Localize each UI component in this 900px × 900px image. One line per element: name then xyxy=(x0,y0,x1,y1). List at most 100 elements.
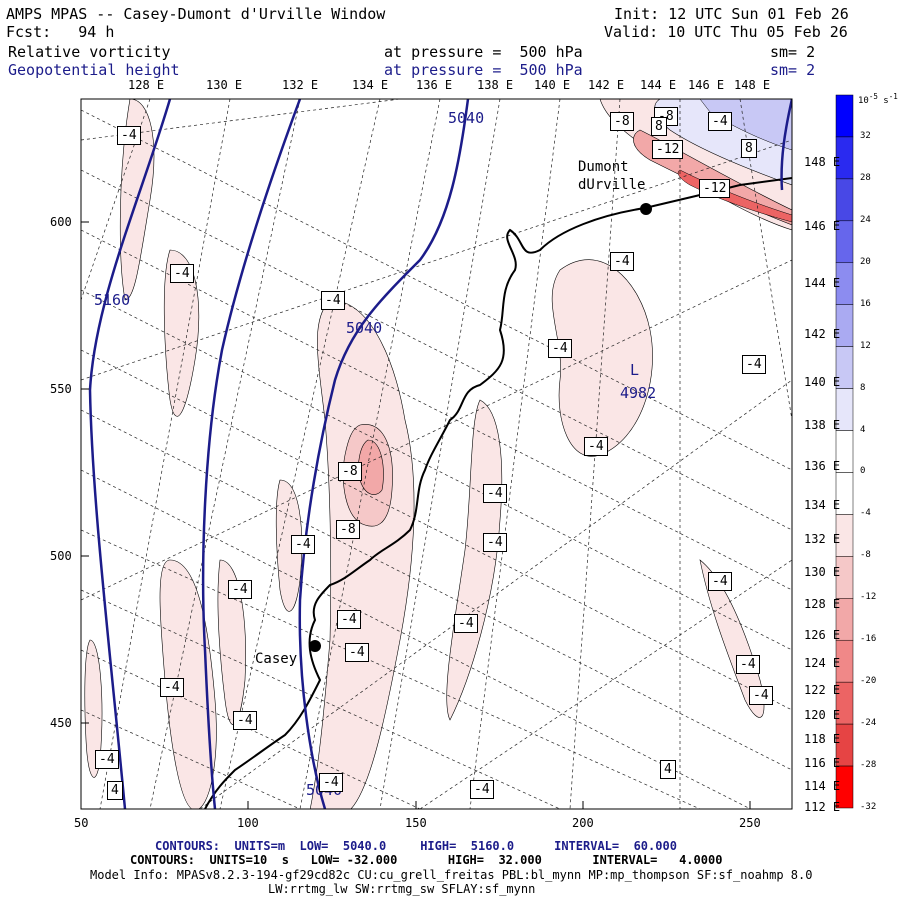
colorbar-label: 12 xyxy=(860,340,871,351)
vorticity-contour-label: -4 xyxy=(160,678,184,697)
lon-label: 134 E xyxy=(352,78,389,92)
vorticity-contour-label: -4 xyxy=(749,686,773,705)
vorticity-contour-label: -12 xyxy=(652,140,684,159)
vorticity-contour-label: -4 xyxy=(454,614,478,633)
vorticity-contour-label: -8 xyxy=(336,520,360,539)
right-lon-label: 124 E xyxy=(804,656,841,670)
vorticity-contour-label: -4 xyxy=(228,580,252,599)
vorticity-contour-label: -4 xyxy=(170,264,194,283)
vorticity-contour-label: -4 xyxy=(291,535,315,554)
colorbar-label: -28 xyxy=(860,760,877,771)
colorbar-label: -32 xyxy=(860,802,877,812)
vorticity-contour-label: -8 xyxy=(610,112,634,131)
vorticity-shading xyxy=(84,99,792,809)
vorticity-contour-label: -4 xyxy=(584,437,608,456)
field2-name: Geopotential height xyxy=(8,61,180,79)
vorticity-contour-label: -4 xyxy=(470,780,494,799)
colorbar-label: -20 xyxy=(860,676,877,687)
vorticity-contour-label: -4 xyxy=(117,126,141,145)
vorticity-contour-label: -12 xyxy=(699,179,731,198)
right-lon-label: 128 E xyxy=(804,597,841,611)
x-tick-label: 50 xyxy=(74,816,89,830)
right-lon-label: 130 E xyxy=(804,565,841,579)
field1-name: Relative vorticity xyxy=(8,43,171,61)
colorbar-label: -4 xyxy=(860,508,871,519)
vorticity-contour-label: -4 xyxy=(321,291,345,310)
valid-time: Valid: 10 UTC Thu 05 Feb 26 xyxy=(604,23,848,41)
model-physics: LW:rrtmg_lw SW:rrtmg_sw SFLAY:sf_mynn xyxy=(268,882,536,896)
station-casey-marker xyxy=(309,640,321,652)
colorbar-unit: 10-5 s-1 xyxy=(858,92,898,106)
lon-label: 142 E xyxy=(588,78,625,92)
x-tick-label: 250 xyxy=(739,816,761,830)
coastline xyxy=(204,207,646,809)
right-lon-label: 136 E xyxy=(804,459,841,473)
right-lon-label: 138 E xyxy=(804,418,841,432)
vorticity-contour-label: 8 xyxy=(741,139,757,158)
colorbar-label: -16 xyxy=(860,634,877,645)
contours-vorticity-info: CONTOURS: UNITS=10 s LOW= -32.000 HIGH= … xyxy=(130,853,723,867)
y-tick-label: 500 xyxy=(50,549,72,563)
x-tick-label: 200 xyxy=(572,816,594,830)
contours-height-info: CONTOURS: UNITS=m LOW= 5040.0 HIGH= 5160.… xyxy=(155,839,677,853)
lon-label: 146 E xyxy=(688,78,725,92)
vorticity-contour-label: -4 xyxy=(708,572,732,591)
colorbar-label: -8 xyxy=(860,550,871,561)
colorbar-label: -12 xyxy=(860,592,877,603)
low-center-symbol: L xyxy=(630,361,640,379)
colorbar-label: 16 xyxy=(860,298,871,309)
right-lon-label: 144 E xyxy=(804,276,841,290)
vorticity-contour-label: -4 xyxy=(483,484,507,503)
vorticity-contour-label: -4 xyxy=(319,773,343,792)
right-lon-label: 126 E xyxy=(804,628,841,642)
station-dumont-durville-label: Dumont dUrville xyxy=(578,159,646,193)
vorticity-contour-label: -4 xyxy=(233,711,257,730)
colorbar-swatch xyxy=(835,765,854,809)
right-lon-label: 142 E xyxy=(804,327,841,341)
height-contour-label: 5040 xyxy=(346,319,383,337)
colorbar-label: 32 xyxy=(860,130,871,141)
vorticity-contour-label: -4 xyxy=(345,643,369,662)
lon-label: 144 E xyxy=(640,78,677,92)
right-lon-label: 112 E xyxy=(804,800,841,814)
vorticity-contour-label: -4 xyxy=(708,112,732,131)
vorticity-contour-label: -4 xyxy=(337,610,361,629)
right-lon-label: 140 E xyxy=(804,375,841,389)
lat-lon-grid xyxy=(81,99,792,809)
station-casey-label: Casey xyxy=(255,651,298,667)
lon-label: 140 E xyxy=(534,78,571,92)
colorbar-label: -24 xyxy=(860,718,877,729)
station-dumont-durville-marker xyxy=(640,203,652,215)
lon-label: 148 E xyxy=(734,78,771,92)
right-lon-label: 118 E xyxy=(804,732,841,746)
right-lon-label: 132 E xyxy=(804,532,841,546)
colorbar-label: 20 xyxy=(860,256,871,267)
vorticity-contour-label: -4 xyxy=(548,339,572,358)
low-center-value: 4982 xyxy=(620,384,657,402)
axis-ticks xyxy=(80,221,751,809)
vorticity-contour-label: 8 xyxy=(651,117,667,136)
colorbar-label: 8 xyxy=(860,382,866,393)
vorticity-contour-label: -8 xyxy=(338,462,362,481)
field1-sm: sm= 2 xyxy=(770,43,816,61)
plot-title: AMPS MPAS -- Casey-Dumont d'Urville Wind… xyxy=(6,5,386,23)
lon-label: 132 E xyxy=(282,78,319,92)
right-lon-label: 122 E xyxy=(804,683,841,697)
colorbar-label: 24 xyxy=(860,214,871,225)
height-contour-label: 5040 xyxy=(448,109,485,127)
x-tick-label: 100 xyxy=(237,816,259,830)
right-lon-label: 116 E xyxy=(804,756,841,770)
field1-level: at pressure = 500 hPa xyxy=(384,43,583,61)
x-tick-label: 150 xyxy=(405,816,427,830)
model-info: Model Info: MPASv8.2.3-194-gf29cd82c CU:… xyxy=(90,868,813,882)
vorticity-contour-label: 4 xyxy=(107,781,123,800)
right-lon-label: 134 E xyxy=(804,498,841,512)
init-time: Init: 12 UTC Sun 01 Feb 26 xyxy=(614,5,849,23)
height-contours xyxy=(88,99,792,809)
vorticity-contour-label: -4 xyxy=(736,655,760,674)
colorbar xyxy=(835,94,854,809)
colorbar-label: 4 xyxy=(860,424,866,435)
right-lon-label: 148 E xyxy=(804,155,841,169)
vorticity-contour-label: -4 xyxy=(483,533,507,552)
